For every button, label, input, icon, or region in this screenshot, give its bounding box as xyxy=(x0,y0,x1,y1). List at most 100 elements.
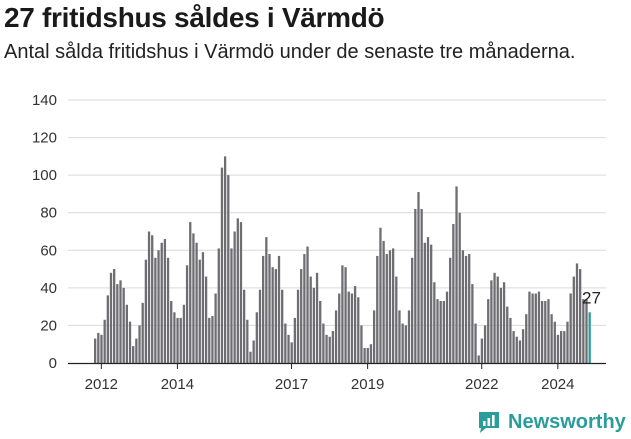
y-tick-label: 120 xyxy=(32,130,57,147)
bar xyxy=(179,317,182,363)
bar xyxy=(534,293,537,363)
bar xyxy=(160,242,163,363)
bar xyxy=(192,233,195,363)
bar xyxy=(227,175,230,363)
bar xyxy=(281,289,284,363)
bar xyxy=(395,276,398,363)
bar xyxy=(502,282,506,363)
bar xyxy=(509,317,512,363)
bar xyxy=(170,301,173,363)
y-tick-label: 140 xyxy=(32,92,57,109)
bar xyxy=(521,329,525,363)
bar xyxy=(195,242,198,363)
bar xyxy=(268,254,271,363)
bar xyxy=(157,250,160,363)
bar xyxy=(258,289,262,363)
bar xyxy=(296,289,300,363)
bar xyxy=(141,302,144,363)
brand-name: Newsworthy xyxy=(508,410,626,433)
bar xyxy=(433,282,436,363)
bar xyxy=(173,312,176,363)
bar xyxy=(569,293,572,363)
bar xyxy=(347,291,350,363)
bar xyxy=(461,250,465,363)
bar-series xyxy=(94,156,591,363)
bar xyxy=(544,301,547,363)
bar xyxy=(325,334,328,363)
bar xyxy=(306,246,309,363)
y-tick-label: 40 xyxy=(40,280,57,297)
bar xyxy=(100,334,103,363)
bar xyxy=(350,293,354,363)
bar xyxy=(116,284,119,363)
bar xyxy=(271,267,274,363)
bar xyxy=(255,312,258,363)
bar xyxy=(585,299,588,363)
last-value-label: 27 xyxy=(582,288,601,307)
newsworthy-icon xyxy=(479,412,499,433)
bar xyxy=(106,295,109,363)
bar xyxy=(385,254,388,363)
bar xyxy=(328,336,331,363)
bar xyxy=(525,314,528,363)
bar xyxy=(182,304,186,363)
bar xyxy=(341,265,344,363)
brand-logo[interactable]: Newsworthy xyxy=(476,405,626,439)
bar xyxy=(331,331,335,363)
bar xyxy=(144,259,148,363)
bar xyxy=(582,299,585,363)
y-tick-label: 0 xyxy=(49,355,57,372)
bar xyxy=(480,338,484,363)
y-axis: 0 20 40 60 80 100 120 140 xyxy=(32,92,57,372)
bar xyxy=(458,212,461,363)
bar xyxy=(518,340,522,363)
bar xyxy=(442,301,445,363)
bar xyxy=(290,342,293,363)
bar xyxy=(436,299,439,363)
bar xyxy=(566,321,569,363)
y-tick-label: 20 xyxy=(40,317,57,334)
bar xyxy=(147,231,151,363)
bar xyxy=(483,325,487,363)
bar xyxy=(547,299,550,363)
bar xyxy=(426,237,430,363)
bar xyxy=(512,331,515,363)
bar xyxy=(132,346,135,363)
y-tick-label: 100 xyxy=(32,167,57,184)
bar xyxy=(322,323,325,363)
bar xyxy=(464,255,468,363)
bar xyxy=(344,267,347,363)
bar xyxy=(201,252,205,363)
bar xyxy=(103,319,106,363)
bar xyxy=(211,316,214,363)
bar xyxy=(496,276,499,363)
bar xyxy=(208,317,211,363)
bar xyxy=(128,321,132,363)
bar xyxy=(319,301,322,363)
bar xyxy=(575,263,579,363)
bar xyxy=(407,310,411,363)
bar xyxy=(531,293,534,363)
bar xyxy=(579,269,582,363)
bar xyxy=(487,299,490,363)
bar xyxy=(242,289,246,363)
bar xyxy=(315,272,319,363)
bar xyxy=(563,331,566,363)
x-tick-label: 2012 xyxy=(85,376,118,393)
bar xyxy=(468,254,471,363)
bar xyxy=(455,186,458,363)
bar xyxy=(474,323,477,363)
bar xyxy=(97,332,100,363)
bar xyxy=(154,257,157,363)
bar xyxy=(265,237,268,363)
bar xyxy=(223,156,227,363)
bar xyxy=(550,314,553,363)
x-tick-label: 2019 xyxy=(351,376,384,393)
bar xyxy=(135,338,138,363)
bar xyxy=(312,287,316,363)
x-tick-label: 2014 xyxy=(161,376,194,393)
bar xyxy=(404,325,407,363)
bar xyxy=(559,331,563,363)
bar xyxy=(423,242,426,363)
